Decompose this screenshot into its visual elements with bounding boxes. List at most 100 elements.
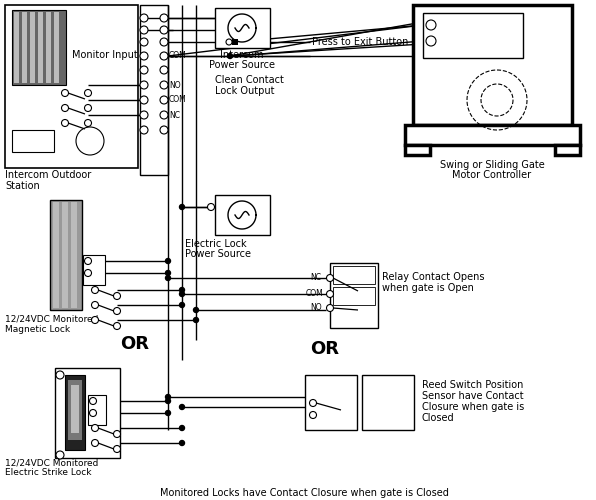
Circle shape bbox=[166, 410, 170, 416]
Circle shape bbox=[140, 26, 148, 34]
Circle shape bbox=[140, 81, 148, 89]
Text: COM: COM bbox=[169, 52, 187, 60]
Circle shape bbox=[179, 426, 185, 430]
Text: Relay Contact Opens: Relay Contact Opens bbox=[382, 272, 485, 282]
Circle shape bbox=[92, 286, 98, 294]
Bar bbox=[405, 145, 430, 155]
Circle shape bbox=[113, 430, 120, 438]
Circle shape bbox=[113, 292, 120, 300]
Bar bbox=[50, 200, 82, 310]
Bar bbox=[14, 12, 19, 83]
Circle shape bbox=[140, 96, 148, 104]
Text: Monitor Input: Monitor Input bbox=[72, 50, 138, 60]
Circle shape bbox=[113, 446, 120, 452]
Circle shape bbox=[140, 126, 148, 134]
Text: Lock Output: Lock Output bbox=[215, 86, 275, 96]
Circle shape bbox=[140, 66, 148, 74]
Circle shape bbox=[92, 302, 98, 308]
Text: Clean Contact: Clean Contact bbox=[215, 75, 284, 85]
Bar bbox=[71, 385, 79, 433]
Circle shape bbox=[179, 440, 185, 446]
Text: or Light Output: or Light Output bbox=[439, 36, 508, 46]
Bar bbox=[38, 12, 43, 83]
Circle shape bbox=[327, 290, 334, 298]
Circle shape bbox=[179, 292, 185, 296]
Circle shape bbox=[426, 20, 436, 30]
Circle shape bbox=[226, 39, 232, 45]
Circle shape bbox=[179, 302, 185, 308]
Text: Closed: Closed bbox=[422, 413, 455, 423]
Bar bbox=[305, 375, 357, 430]
Circle shape bbox=[194, 318, 198, 322]
Text: Motor Controller: Motor Controller bbox=[452, 170, 532, 180]
Circle shape bbox=[140, 38, 148, 46]
Bar bbox=[423, 13, 523, 58]
Circle shape bbox=[160, 111, 168, 119]
Circle shape bbox=[160, 126, 168, 134]
Circle shape bbox=[85, 270, 92, 276]
Text: Intercom Outdoor: Intercom Outdoor bbox=[5, 170, 91, 180]
Circle shape bbox=[76, 127, 104, 155]
Circle shape bbox=[166, 394, 170, 400]
Text: Magnetic Lock: Magnetic Lock bbox=[5, 325, 70, 334]
Circle shape bbox=[61, 120, 69, 126]
Circle shape bbox=[85, 90, 92, 96]
Bar bbox=[215, 195, 270, 235]
Circle shape bbox=[309, 412, 316, 418]
Circle shape bbox=[207, 204, 215, 210]
Circle shape bbox=[327, 274, 334, 281]
Circle shape bbox=[166, 276, 170, 280]
Circle shape bbox=[160, 66, 168, 74]
Bar bbox=[330, 263, 378, 328]
Text: OR: OR bbox=[310, 340, 339, 358]
Bar bbox=[46, 12, 51, 83]
Text: Station: Station bbox=[5, 181, 40, 191]
Circle shape bbox=[309, 400, 316, 406]
Circle shape bbox=[426, 36, 436, 46]
Text: COM: COM bbox=[169, 96, 187, 104]
Circle shape bbox=[166, 258, 170, 264]
Bar bbox=[12, 130, 54, 152]
Text: 12/24VDC Monitored: 12/24VDC Monitored bbox=[5, 458, 98, 467]
Circle shape bbox=[166, 270, 170, 276]
Bar bbox=[71, 202, 77, 308]
Bar bbox=[55, 368, 120, 458]
Circle shape bbox=[160, 38, 168, 46]
Text: Monitored Locks have Contact Closure when gate is Closed: Monitored Locks have Contact Closure whe… bbox=[160, 488, 449, 498]
Text: NC: NC bbox=[169, 110, 180, 120]
Bar bbox=[65, 375, 85, 450]
Circle shape bbox=[140, 14, 148, 22]
Text: Closure when gate is: Closure when gate is bbox=[422, 402, 524, 412]
Circle shape bbox=[140, 111, 148, 119]
Circle shape bbox=[61, 90, 69, 96]
Text: Sensor have Contact: Sensor have Contact bbox=[422, 391, 524, 401]
Circle shape bbox=[85, 104, 92, 112]
Bar bbox=[54, 12, 59, 83]
Text: NO: NO bbox=[169, 80, 181, 90]
Bar bbox=[22, 12, 27, 83]
Circle shape bbox=[85, 258, 92, 264]
Circle shape bbox=[113, 322, 120, 330]
Text: OR: OR bbox=[120, 335, 149, 353]
Bar bbox=[62, 202, 68, 308]
Circle shape bbox=[166, 398, 170, 404]
Circle shape bbox=[56, 451, 64, 459]
Circle shape bbox=[85, 120, 92, 126]
Circle shape bbox=[92, 424, 98, 432]
Text: Power Source: Power Source bbox=[185, 249, 251, 259]
Text: Power Source: Power Source bbox=[209, 60, 275, 70]
Circle shape bbox=[327, 304, 334, 312]
Text: Intercom: Intercom bbox=[221, 50, 264, 60]
Bar bbox=[30, 12, 35, 83]
Bar bbox=[215, 8, 270, 48]
Text: Electric Strike Lock: Electric Strike Lock bbox=[5, 468, 92, 477]
Bar bbox=[5, 5, 138, 168]
Text: COM: COM bbox=[306, 290, 324, 298]
Circle shape bbox=[113, 308, 120, 314]
Text: when gate is Open: when gate is Open bbox=[382, 283, 474, 293]
Circle shape bbox=[61, 104, 69, 112]
Bar bbox=[68, 380, 82, 440]
Circle shape bbox=[160, 52, 168, 60]
Bar bbox=[413, 5, 572, 125]
Circle shape bbox=[89, 410, 97, 416]
